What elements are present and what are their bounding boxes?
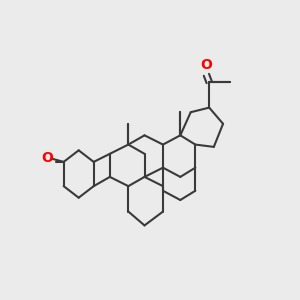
Text: O: O [41, 152, 53, 165]
Text: O: O [200, 58, 212, 73]
